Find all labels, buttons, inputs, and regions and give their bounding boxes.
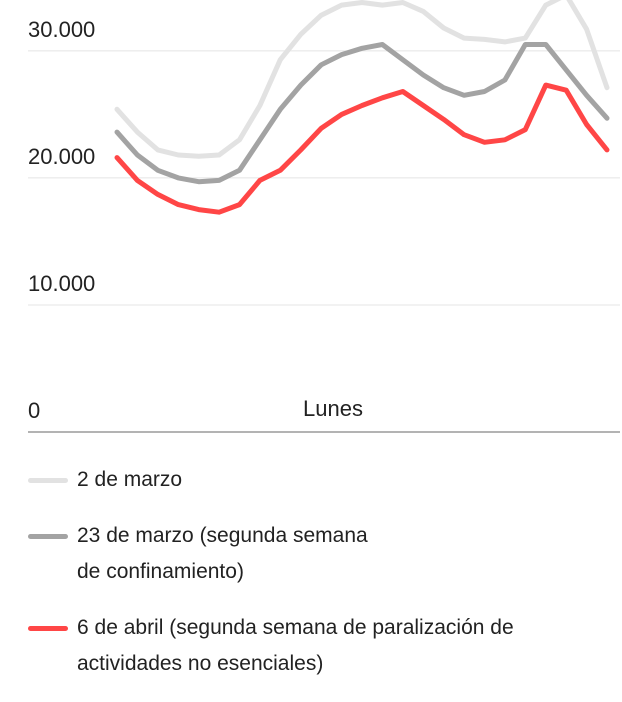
lines (114, 0, 610, 215)
y-tick-label: 20.000 (28, 144, 95, 169)
y-tick-label: 30.000 (28, 17, 95, 42)
legend-swatch (28, 626, 68, 631)
legend-entry: 23 de marzo (segunda semana de confinami… (28, 518, 597, 590)
legend-entry: 6 de abril (segunda semana de paralizaci… (28, 610, 597, 682)
series-line (114, 42, 610, 185)
x-axis-label: Lunes (303, 396, 363, 421)
y-tick-label: 10.000 (28, 271, 95, 296)
legend: 2 de marzo 23 de marzo (segunda semana de… (28, 462, 597, 702)
legend-label: 6 de abril (segunda semana de paralizaci… (77, 616, 514, 675)
chart: Lunes 0 10.000 20.000 30.000 (28, 0, 620, 433)
series-line (114, 82, 610, 215)
legend-entry: 2 de marzo (28, 462, 597, 498)
labels: Lunes 0 10.000 20.000 30.000 (28, 17, 363, 423)
legend-label: 2 de marzo (77, 468, 183, 491)
page: Lunes 0 10.000 20.000 30.000 2 de marzo 23 d… (28, 0, 620, 675)
legend-label: 23 de marzo (segunda semana de confinami… (77, 524, 368, 583)
legend-swatch (28, 534, 68, 539)
series-line (114, 0, 610, 159)
y-tick-label: 0 (28, 398, 40, 423)
legend-swatch (28, 478, 68, 483)
